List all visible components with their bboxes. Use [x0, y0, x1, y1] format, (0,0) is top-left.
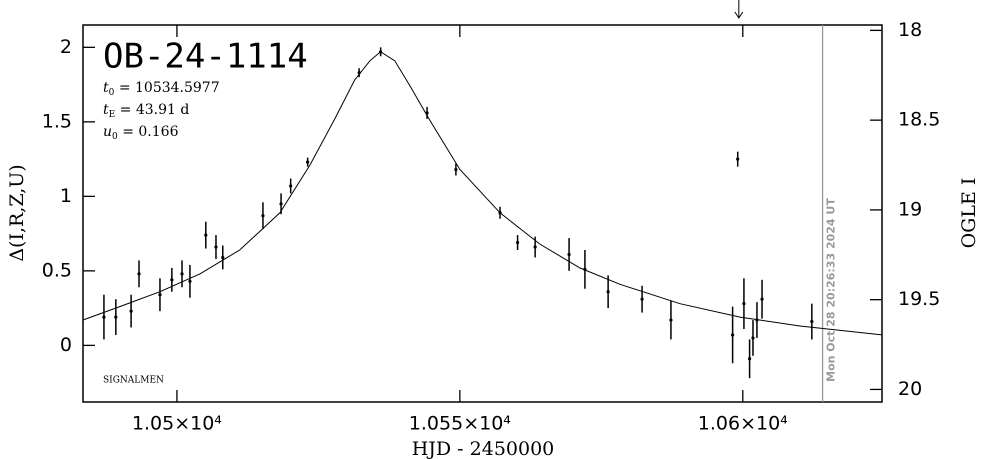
data-point: [731, 333, 735, 337]
data-point: [180, 272, 184, 276]
data-point: [379, 50, 383, 54]
data-point: [669, 318, 673, 322]
parameter-symbol: u: [103, 124, 112, 140]
y-tick-label: 0: [60, 334, 72, 356]
y-tick-label: 0.5: [42, 259, 72, 281]
parameter-value: = 10534.5977: [114, 80, 219, 96]
data-point: [606, 290, 610, 294]
x-axis-label: HJD - 2450000: [412, 438, 555, 459]
y2-axis-label: OGLE I: [958, 178, 980, 249]
parameter-subscript: E: [109, 110, 116, 120]
data-point: [751, 336, 755, 340]
fit-parameter: tE = 43.91 d: [103, 102, 189, 120]
y-tick-label: 1.5: [42, 110, 72, 132]
data-point: [289, 184, 293, 188]
data-point: [306, 160, 310, 164]
plot-frame: [82, 24, 883, 403]
data-point: [736, 157, 740, 161]
data-point: [221, 255, 225, 260]
now-label: Mon Oct 28 20:26:33 2024 UT: [825, 198, 838, 382]
model-curve: [82, 51, 883, 336]
parameter-symbol: t: [103, 80, 109, 96]
data-point: [214, 245, 218, 249]
data-point: [188, 279, 192, 283]
credit: SIGNALMEN: [103, 376, 164, 386]
data-point: [760, 297, 764, 301]
data-point: [533, 245, 537, 249]
y2-tick-label: 19: [898, 198, 922, 220]
parameter-value: = 0.166: [118, 124, 179, 140]
chart-title: OB-24-1114: [103, 37, 308, 77]
parameter-value: = 43.91 d: [115, 102, 189, 118]
data-point: [129, 309, 133, 313]
data-point: [810, 319, 814, 324]
data-point: [114, 315, 118, 319]
data-point: [102, 315, 106, 319]
data-point: [158, 293, 162, 297]
data-point: [515, 240, 520, 245]
data-point: [583, 267, 587, 271]
data-point: [498, 211, 502, 215]
parameter-subscript: 0: [109, 88, 115, 98]
data-point: [742, 302, 746, 306]
data-point: [279, 202, 283, 206]
data-point: [204, 233, 208, 237]
y2-tick-label: 18: [898, 19, 922, 41]
data-point: [755, 318, 759, 322]
y2-tick-label: 20: [898, 378, 922, 400]
y2-tick-label: 18.5: [898, 109, 940, 131]
parameter-subscript: 0: [112, 132, 118, 142]
y-tick-label: 1: [60, 185, 72, 207]
data-point: [170, 278, 174, 282]
data-point: [567, 252, 571, 257]
x-tick-label: 1.05×10⁴: [132, 413, 222, 435]
data-point: [640, 297, 644, 301]
data-point: [357, 71, 361, 75]
data-point: [454, 167, 458, 172]
y-tick-label: 2: [60, 36, 72, 58]
data-point: [261, 214, 265, 218]
x-tick-label: 1.06×10⁴: [698, 413, 788, 435]
data-point: [747, 357, 752, 361]
fit-parameter: u0 = 0.166: [103, 124, 179, 142]
fit-parameter: t0 = 10534.5977: [103, 80, 220, 98]
arrow-head: [734, 11, 744, 19]
data-point: [425, 111, 429, 115]
y-axis-label: Δ(I,R,Z,U): [6, 164, 28, 261]
parameter-symbol: t: [103, 102, 109, 118]
data-point: [137, 272, 141, 276]
y2-tick-label: 19.5: [898, 288, 940, 310]
x-tick-label: 1.055×10⁴: [409, 413, 511, 435]
